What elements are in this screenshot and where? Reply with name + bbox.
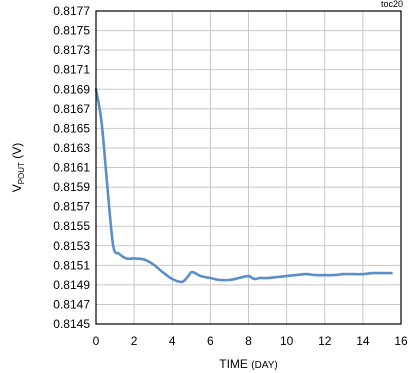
y-tick-label: 0.8153 xyxy=(53,239,90,253)
x-axis-title-main: TIME xyxy=(219,357,251,371)
y-tick-label: 0.8149 xyxy=(53,278,90,292)
data-series xyxy=(94,88,393,284)
y-tick-label: 0.8171 xyxy=(53,63,90,77)
y-tick-label: 0.8151 xyxy=(53,258,90,272)
y-tick-label: 0.8175 xyxy=(53,24,90,38)
y-axis-title-main: V xyxy=(10,184,24,192)
y-axis-title: VPOUT (V) xyxy=(10,143,26,193)
y-tick-label: 0.8169 xyxy=(53,82,90,96)
y-axis-title-subscript: POUT xyxy=(17,162,26,184)
y-tick-label: 0.8173 xyxy=(53,43,90,57)
y-tick-label: 0.8155 xyxy=(53,219,90,233)
plot-frame xyxy=(95,10,402,325)
y-tick-label: 0.8157 xyxy=(53,200,90,214)
x-tick-label: 8 xyxy=(245,334,252,348)
x-axis-title: TIME (DAY) xyxy=(219,357,277,371)
x-tick-label: 6 xyxy=(207,334,214,348)
x-tick-label: 4 xyxy=(169,334,176,348)
x-tick-label: 2 xyxy=(131,334,138,348)
y-tick-label: 0.8165 xyxy=(53,121,90,135)
y-tick-label: 0.8167 xyxy=(53,102,90,116)
y-axis-title-unit: (V) xyxy=(10,143,24,162)
x-axis-ticks: 0 2 4 6 8 10 12 14 16 xyxy=(93,334,408,348)
y-tick-label: 0.8177 xyxy=(53,4,90,18)
y-tick-label: 0.8163 xyxy=(53,141,90,155)
x-tick-label: 16 xyxy=(394,334,408,348)
y-tick-label: 0.8145 xyxy=(53,317,90,331)
x-tick-label: 0 xyxy=(93,334,100,348)
x-tick-label: 12 xyxy=(318,334,332,348)
series-line xyxy=(94,88,393,284)
chart-tag: toc20 xyxy=(381,0,403,9)
x-axis-title-unit: (DAY) xyxy=(251,360,277,371)
x-tick-label: 10 xyxy=(280,334,294,348)
y-tick-label: 0.8161 xyxy=(53,161,90,175)
grid-lines xyxy=(96,11,401,324)
y-axis-ticks: 0.8177 0.8175 0.8173 0.8171 0.8169 0.8167 0.81… xyxy=(53,4,90,331)
y-tick-label: 0.8159 xyxy=(53,180,90,194)
y-tick-label: 0.8147 xyxy=(53,297,90,311)
x-tick-label: 14 xyxy=(356,334,370,348)
